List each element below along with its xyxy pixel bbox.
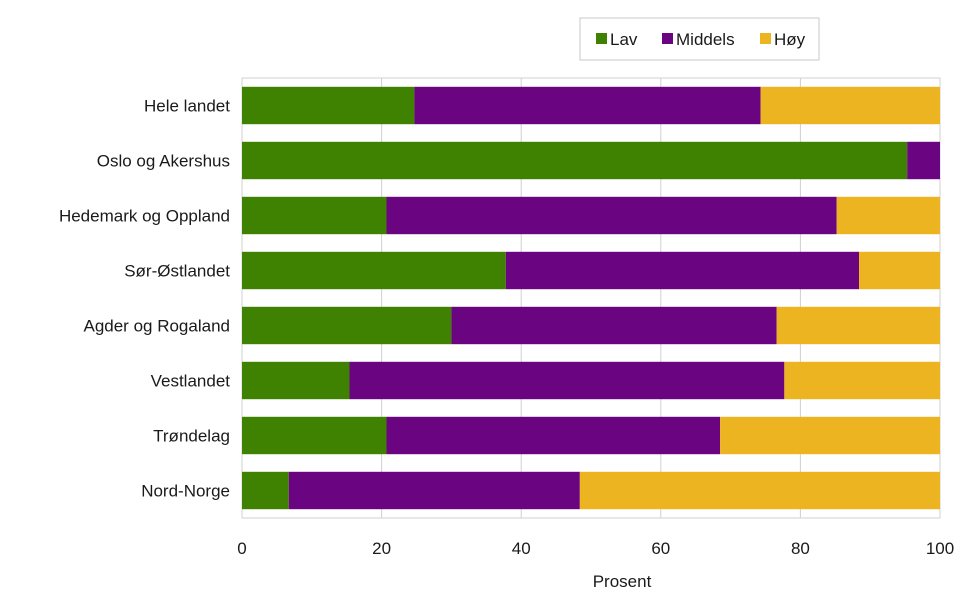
bar-segment-lav bbox=[242, 141, 908, 180]
bar-segment-høy bbox=[776, 306, 940, 345]
x-tick-label: 0 bbox=[237, 539, 246, 558]
bar-segment-høy bbox=[836, 196, 940, 235]
bar-segment-lav bbox=[242, 416, 387, 455]
legend: Lav Middels Høy bbox=[579, 17, 820, 61]
x-tick-label: 60 bbox=[651, 539, 670, 558]
legend-label-middels: Middels bbox=[676, 30, 735, 49]
x-tick-label: 40 bbox=[512, 539, 531, 558]
bar-segment-middels bbox=[386, 416, 721, 455]
bar-segment-lav bbox=[242, 306, 452, 345]
bar-segment-høy bbox=[859, 251, 940, 290]
bars bbox=[242, 86, 940, 510]
bar-segment-middels bbox=[386, 196, 837, 235]
legend-swatch-middels bbox=[662, 33, 673, 44]
bar-segment-høy bbox=[784, 361, 940, 400]
bar-segment-middels bbox=[414, 86, 761, 125]
bar-segment-middels bbox=[349, 361, 785, 400]
legend-swatch-høy bbox=[760, 33, 771, 44]
category-label: Oslo og Akershus bbox=[97, 152, 230, 171]
bar-segment-lav bbox=[242, 361, 350, 400]
axes: 0 20 40 60 80 100 Hele landet Oslo og Akershus H… bbox=[59, 97, 954, 559]
category-label: Agder og Rogaland bbox=[83, 317, 230, 336]
category-label: Hele landet bbox=[144, 97, 230, 116]
category-label: Vestlandet bbox=[151, 372, 231, 391]
x-axis-title: Prosent bbox=[593, 572, 652, 591]
category-label: Trøndelag bbox=[153, 427, 230, 446]
bar-segment-lav bbox=[242, 196, 387, 235]
category-label: Sør-Østlandet bbox=[124, 262, 230, 281]
bar-segment-høy bbox=[720, 416, 940, 455]
bar-segment-høy bbox=[579, 471, 940, 510]
x-tick-label: 20 bbox=[372, 539, 391, 558]
bar-segment-middels bbox=[907, 141, 940, 180]
bar-segment-middels bbox=[505, 251, 860, 290]
legend-box bbox=[579, 17, 820, 61]
category-label: Hedemark og Oppland bbox=[59, 207, 230, 226]
bar-segment-middels bbox=[288, 471, 580, 510]
x-tick-label: 100 bbox=[926, 539, 954, 558]
bar-segment-lav bbox=[242, 471, 289, 510]
bar-segment-høy bbox=[760, 86, 940, 125]
bar-segment-middels bbox=[451, 306, 777, 345]
legend-label-lav: Lav bbox=[610, 30, 638, 49]
bar-segment-lav bbox=[242, 251, 506, 290]
legend-swatch-lav bbox=[596, 33, 607, 44]
x-tick-label: 80 bbox=[791, 539, 810, 558]
legend-label-høy: Høy bbox=[774, 30, 806, 49]
bar-segment-lav bbox=[242, 86, 415, 125]
category-label: Nord-Norge bbox=[141, 482, 230, 501]
